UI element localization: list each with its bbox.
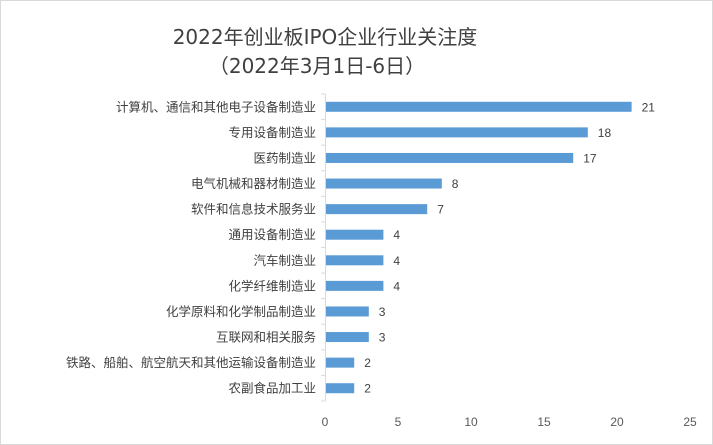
category-label: 医药制造业 — [253, 150, 316, 165]
x-tick-label: 20 — [610, 415, 624, 429]
x-tick-label: 5 — [395, 415, 402, 429]
category-label: 专用设备制造业 — [228, 125, 316, 140]
category-label: 电气机械和器材制造业 — [191, 176, 316, 191]
bar — [326, 332, 369, 343]
category-label: 化学纤维制造业 — [228, 278, 316, 293]
data-label: 18 — [598, 126, 612, 140]
category-label: 通用设备制造业 — [228, 227, 316, 242]
data-label: 4 — [393, 279, 400, 293]
data-label: 4 — [393, 254, 400, 268]
data-label: 2 — [364, 382, 371, 396]
data-label: 8 — [452, 177, 459, 191]
bar — [326, 152, 574, 163]
chart-title: 2022年创业板IPO企业行业关注度 — [173, 25, 478, 49]
category-label: 铁路、船舶、航空航天和其他运输设备制造业 — [66, 355, 316, 370]
plot-area: 计算机、通信和其他电子设备制造业 21 专用设备制造业 18 医药制造业 17 电气机械和器… — [66, 93, 697, 429]
category-label: 计算机、通信和其他电子设备制造业 — [116, 99, 316, 114]
data-label: 2 — [364, 356, 371, 370]
category-label: 农副食品加工业 — [228, 381, 316, 396]
x-tick-label: 15 — [537, 415, 551, 429]
bar — [326, 101, 632, 112]
bar — [326, 229, 384, 240]
category-label: 汽车制造业 — [253, 253, 316, 268]
x-tick-label: 25 — [683, 415, 697, 429]
bar — [326, 357, 355, 368]
bar — [326, 306, 369, 317]
x-tick-label: 0 — [322, 415, 329, 429]
bar — [326, 127, 588, 138]
bar — [326, 204, 428, 215]
category-label: 软件和信息技术服务业 — [191, 202, 316, 217]
data-label: 3 — [379, 331, 386, 345]
data-label: 21 — [642, 100, 656, 114]
bar — [326, 178, 442, 189]
bar — [326, 383, 355, 394]
data-label: 17 — [583, 151, 597, 165]
bar — [326, 255, 384, 266]
data-label: 7 — [437, 203, 444, 217]
category-label: 互联网和相关服务 — [216, 330, 316, 345]
data-label: 3 — [379, 305, 386, 319]
chart-subtitle: （2022年3月1日-6日） — [209, 54, 425, 78]
bar — [326, 280, 384, 291]
category-label: 化学原料和化学制品制造业 — [166, 304, 316, 319]
data-label: 4 — [393, 228, 400, 242]
x-tick-label: 10 — [464, 415, 478, 429]
